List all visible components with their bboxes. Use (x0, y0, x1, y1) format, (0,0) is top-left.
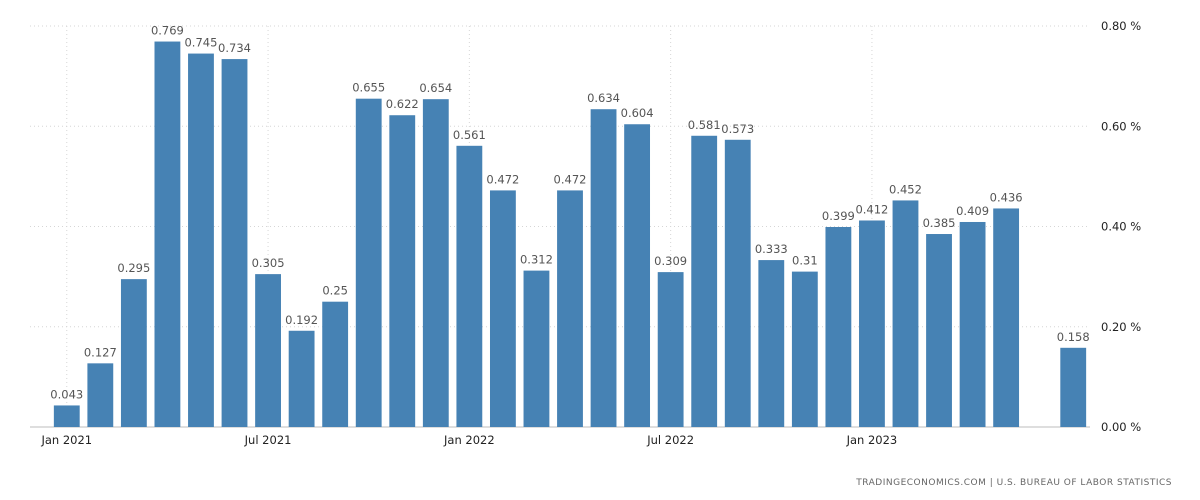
bar (993, 208, 1020, 427)
bar-value-label: 0.399 (822, 209, 855, 223)
bar-value-label: 0.309 (654, 254, 687, 268)
bar (322, 301, 349, 427)
bar (355, 98, 382, 428)
bar-value-label: 0.581 (688, 118, 721, 132)
y-tick-label: 0.00 % (1101, 420, 1141, 434)
bar (87, 363, 114, 427)
bar (422, 99, 449, 428)
x-tick-label: Jan 2021 (40, 433, 92, 447)
y-tick-label: 0.20 % (1101, 320, 1141, 334)
bar (523, 270, 550, 427)
bar-value-label: 0.654 (419, 81, 452, 95)
x-tick-label: Jan 2022 (443, 433, 495, 447)
bar-value-label: 0.436 (990, 190, 1023, 204)
bar (959, 221, 986, 427)
bars (53, 41, 1087, 428)
y-tick-label: 0.60 % (1101, 119, 1141, 133)
bar (188, 53, 214, 427)
bar-value-label: 0.31 (792, 254, 818, 268)
bar-value-label: 0.655 (352, 81, 385, 95)
bar (859, 220, 885, 427)
source-credit: TRADINGECONOMICS.COM | U.S. BUREAU OF LA… (856, 478, 1172, 488)
bar-value-label: 0.472 (486, 172, 519, 186)
bar-value-label: 0.622 (386, 97, 419, 111)
bar-value-label: 0.333 (755, 242, 788, 256)
x-tick-label: Jan 2023 (846, 433, 898, 447)
bar (624, 124, 651, 428)
bar (590, 109, 617, 428)
bar-value-label: 0.25 (322, 284, 348, 298)
bar-value-label: 0.573 (721, 122, 754, 136)
y-axis-ticks: 0.00 % 0.20 % 0.40 % 0.60 % 0.80 % (1101, 19, 1141, 434)
bar-value-label: 0.295 (117, 261, 150, 275)
bar (892, 200, 919, 427)
y-tick-label: 0.80 % (1101, 19, 1141, 33)
bar (489, 190, 516, 427)
bar (557, 190, 583, 427)
bar-value-label: 0.305 (252, 256, 285, 270)
bar-value-label: 0.312 (520, 253, 553, 267)
bar-value-label: 0.472 (554, 172, 587, 186)
bar-value-label: 0.561 (453, 128, 486, 142)
bar (120, 279, 147, 427)
bar-value-label: 0.412 (855, 202, 888, 216)
bar (825, 227, 852, 427)
bar-value-label: 0.634 (587, 91, 620, 105)
bar-value-label: 0.409 (956, 204, 989, 218)
bar-value-label: 0.734 (218, 41, 251, 55)
bar (221, 59, 248, 428)
x-tick-label: Jul 2021 (244, 433, 292, 447)
bar (1060, 347, 1087, 427)
bar-value-label: 0.385 (923, 216, 956, 230)
y-tick-label: 0.40 % (1101, 220, 1141, 234)
x-tick-label: Jul 2022 (646, 433, 694, 447)
bar (255, 274, 281, 427)
bar (791, 271, 818, 427)
bar (691, 135, 718, 427)
bar (657, 272, 684, 427)
bar-value-label: 0.043 (50, 387, 83, 401)
bar (758, 260, 785, 427)
bar-value-label: 0.158 (1057, 330, 1090, 344)
bar (288, 330, 315, 427)
bar-value-label: 0.192 (285, 313, 318, 327)
bar (53, 405, 80, 427)
bar (154, 41, 181, 427)
bar-value-label: 0.745 (184, 36, 217, 50)
bar-value-label: 0.452 (889, 182, 922, 196)
x-axis-ticks: Jan 2021 Jul 2021 Jan 2022 Jul 2022 Jan 2023 (40, 433, 897, 447)
bar-value-label: 0.127 (84, 345, 117, 359)
bar-value-label: 0.769 (151, 24, 184, 38)
bar (456, 145, 483, 427)
bar (926, 234, 952, 427)
bar (724, 139, 751, 427)
bar (389, 115, 416, 427)
bar-value-label: 0.604 (621, 106, 654, 120)
